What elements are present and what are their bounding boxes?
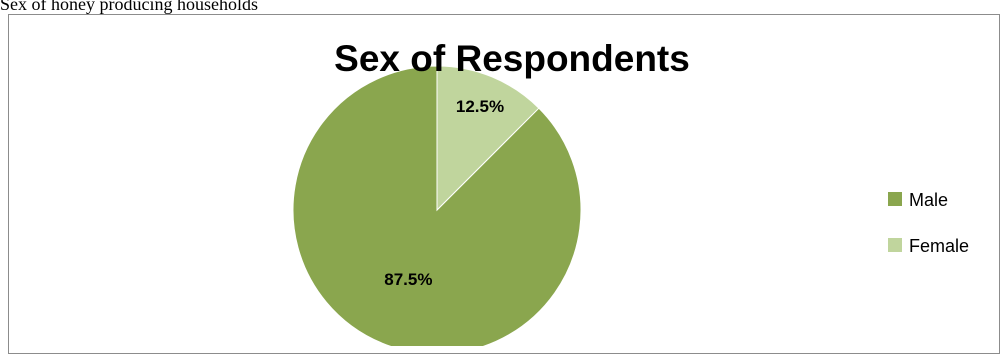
legend-label-female: Female xyxy=(909,236,969,256)
pie-chart: 87.5% 12.5% Sex of Respondents Male Female xyxy=(292,38,969,346)
figure-caption: Sex of honey producing households xyxy=(0,0,258,14)
data-label-female: 12.5% xyxy=(456,97,504,116)
legend-label-male: Male xyxy=(909,190,948,210)
legend-swatch-male xyxy=(888,192,902,206)
pie-slice-female xyxy=(436,65,540,212)
pie-slices xyxy=(292,65,582,346)
legend-swatch-female xyxy=(888,238,902,252)
legend: Male Female xyxy=(888,190,969,256)
data-label-male: 87.5% xyxy=(384,270,432,289)
chart-title: Sex of Respondents xyxy=(334,38,690,79)
data-labels: 87.5% 12.5% xyxy=(384,97,504,289)
